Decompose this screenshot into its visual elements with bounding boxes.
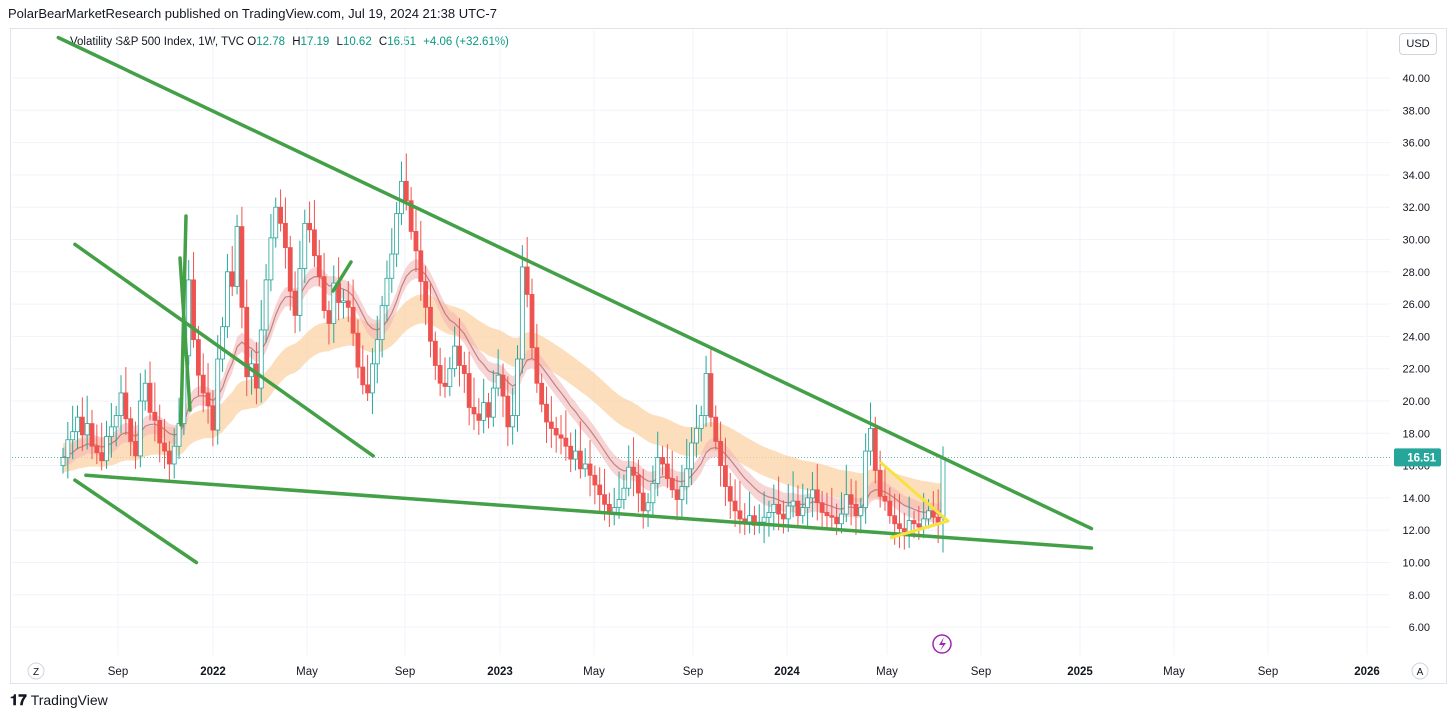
legend-close-value: 16.51 [387,36,417,48]
legend-open-label: O [247,36,257,48]
chart-frame[interactable] [10,28,1447,684]
legend-high-value: 17.19 [300,36,330,48]
legend-symbol: Volatility S&P 500 Index, 1W, TVC [70,36,245,48]
currency-button[interactable]: USD [1399,33,1437,55]
legend-change: +4.06 (+32.61%) [423,36,509,48]
legend-low-value: 10.62 [342,36,372,48]
tradingview-logo-text: TradingView [30,692,108,708]
publication-caption: PolarBearMarketResearch published on Tra… [8,6,497,21]
symbol-legend: Volatility S&P 500 Index, 1W, TVC O12.78… [70,36,509,48]
tradingview-logo-icon: 𝟏𝟕 [10,692,27,709]
tradingview-logo[interactable]: 𝟏𝟕 TradingView [10,692,108,709]
legend-close-label: C [378,36,388,48]
legend-low-label: L [336,36,343,48]
legend-open-value: 12.78 [256,36,286,48]
legend-high-label: H [292,36,301,48]
